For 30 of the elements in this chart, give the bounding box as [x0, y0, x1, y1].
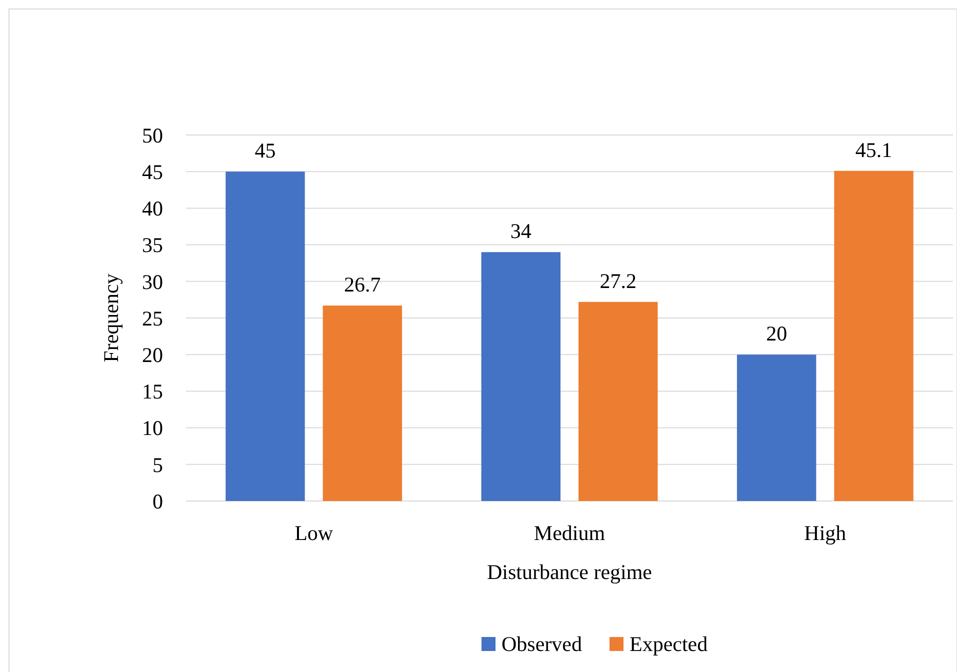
bar [322, 306, 402, 501]
legend-label: Expected [630, 632, 708, 656]
x-tick-label: Medium [534, 521, 606, 545]
y-axis-title: Frequency [99, 273, 123, 362]
data-label: 26.7 [344, 272, 381, 297]
y-tick-label: 20 [142, 342, 163, 367]
y-tick-label: 15 [142, 380, 163, 404]
bar [834, 170, 914, 501]
data-label: 27.2 [600, 268, 636, 293]
y-tick-label: 40 [142, 196, 163, 221]
y-tick-label: 45 [142, 160, 163, 184]
bar [736, 354, 816, 501]
y-tick-label: 35 [142, 233, 163, 258]
y-tick-label: 5 [152, 452, 163, 477]
y-tick-label: 10 [142, 416, 163, 440]
data-label: 34 [510, 219, 532, 244]
x-axis-title: Disturbance regime [486, 560, 652, 584]
bar [578, 302, 658, 501]
data-label: 45 [254, 138, 276, 163]
bar [481, 252, 560, 501]
data-label: 20 [766, 322, 788, 346]
legend-label: Observed [502, 632, 582, 656]
x-tick-label: Low [294, 521, 334, 545]
y-tick-label: 0 [152, 489, 163, 514]
x-tick-label: High [804, 521, 847, 545]
data-label: 45.1 [855, 138, 892, 162]
bar [226, 172, 305, 501]
y-tick-label: 50 [142, 123, 163, 148]
y-tick-label: 30 [142, 270, 163, 294]
y-tick-label: 25 [142, 306, 163, 330]
